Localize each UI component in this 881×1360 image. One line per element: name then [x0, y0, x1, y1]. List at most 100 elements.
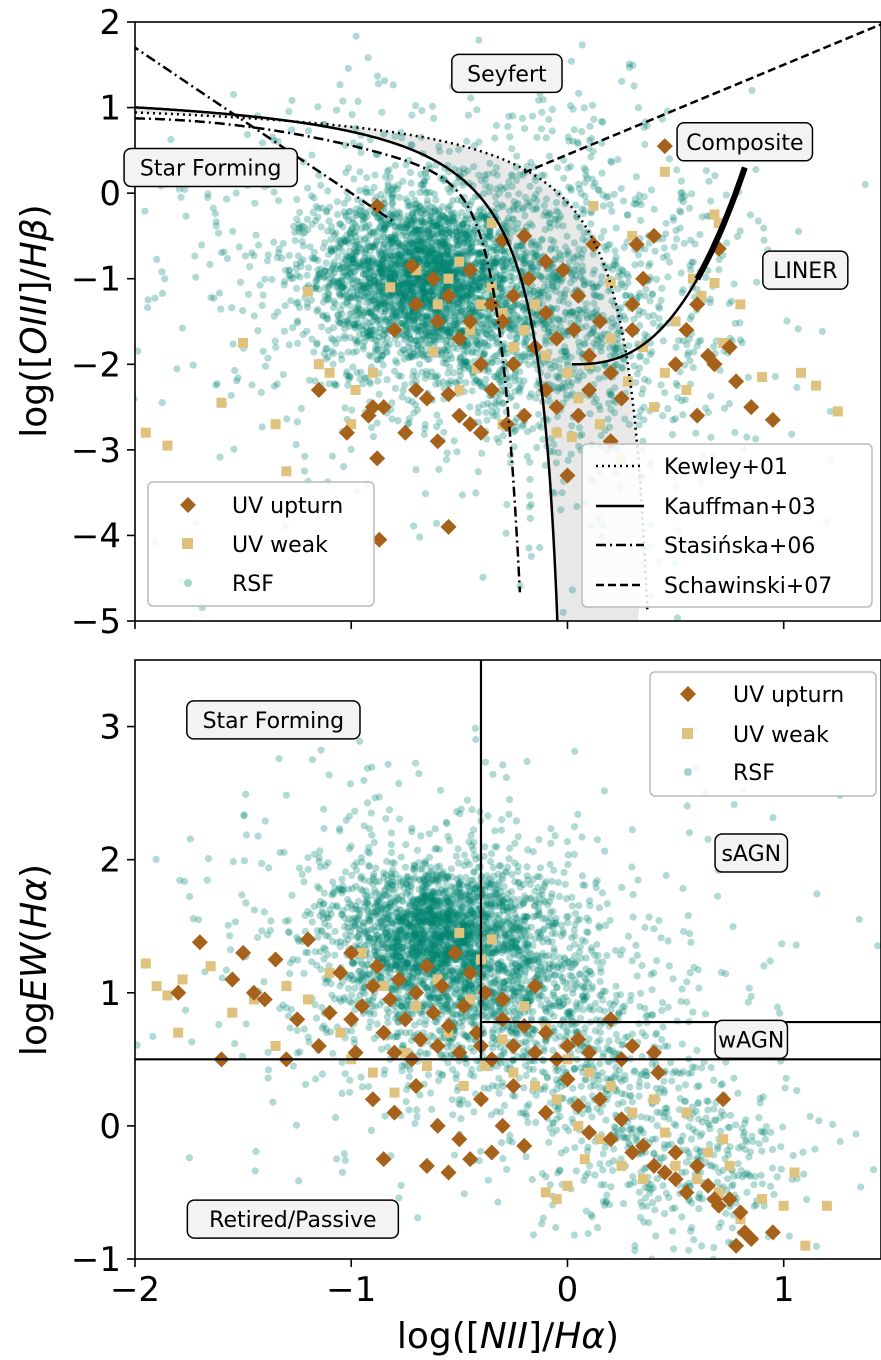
rsf-point: [167, 135, 175, 144]
rsf-point: [356, 375, 364, 383]
rsf-point: [443, 449, 451, 457]
rsf-point: [390, 274, 398, 282]
rsf-point: [322, 295, 330, 304]
uv-weak-point: [281, 466, 292, 477]
rsf-point: [399, 284, 407, 293]
rsf-point: [383, 265, 391, 274]
rsf-point: [432, 196, 440, 204]
rsf-point: [504, 259, 512, 267]
rsf-point: [318, 323, 326, 331]
rsf-point: [535, 410, 543, 418]
rsf-point: [430, 190, 439, 198]
rsf-point: [376, 301, 384, 309]
rsf-point: [560, 290, 569, 298]
rsf-point: [419, 257, 427, 265]
rsf-point: [207, 294, 215, 302]
rsf-point: [379, 299, 387, 308]
rsf-point: [376, 264, 384, 272]
rsf-point: [632, 200, 640, 208]
rsf-point: [307, 192, 316, 200]
rsf-point: [417, 218, 426, 226]
rsf-point: [400, 355, 408, 363]
rsf-point: [304, 184, 312, 192]
rsf-point: [555, 363, 563, 371]
rsf-point: [363, 223, 371, 231]
rsf-point: [364, 239, 372, 247]
rsf-point: [468, 387, 476, 395]
rsf-point: [453, 241, 461, 249]
rsf-point: [479, 258, 487, 267]
rsf-point: [466, 403, 474, 411]
uv-weak-point: [313, 359, 324, 370]
rsf-point: [378, 352, 386, 360]
uv-weak-point: [428, 346, 439, 357]
rsf-point: [381, 341, 389, 349]
rsf-point: [456, 299, 464, 308]
rsf-point: [428, 291, 436, 299]
rsf-point: [452, 266, 461, 274]
rsf-point: [347, 445, 355, 453]
rsf-point: [209, 204, 217, 212]
rsf-point: [246, 263, 254, 271]
uv-upturn-point: [369, 450, 386, 467]
rsf-point: [368, 297, 376, 305]
rsf-point: [647, 186, 656, 194]
rsf-point: [457, 209, 466, 217]
rsf-point: [380, 221, 388, 229]
rsf-point: [401, 321, 409, 329]
rsf-point: [429, 259, 437, 267]
rsf-point: [397, 227, 405, 235]
rsf-point: [443, 247, 451, 255]
rsf-point: [450, 209, 458, 217]
rsf-point: [407, 324, 415, 332]
region-label: Star Forming: [123, 147, 299, 188]
rsf-point: [644, 312, 653, 320]
rsf-point: [637, 216, 645, 224]
rsf-point: [417, 245, 425, 253]
rsf-point: [311, 255, 319, 263]
rsf-point: [348, 258, 356, 266]
rsf-point: [636, 353, 644, 361]
rsf-point: [452, 311, 460, 320]
rsf-point: [386, 264, 394, 272]
rsf-point: [55, 303, 62, 310]
rsf-point: [479, 573, 487, 581]
rsf-point: [388, 186, 396, 194]
rsf-point: [573, 310, 581, 318]
rsf-point: [467, 94, 475, 102]
rsf-point: [479, 257, 487, 265]
rsf-point: [736, 227, 744, 235]
rsf-point: [312, 202, 320, 210]
rsf-point: [472, 489, 480, 497]
rsf-point: [359, 322, 367, 330]
rsf-point: [483, 313, 491, 321]
rsf-point: [417, 232, 425, 240]
rsf-point: [428, 328, 436, 336]
rsf-point: [426, 250, 434, 258]
rsf-point: [453, 309, 461, 317]
rsf-point: [425, 299, 433, 307]
rsf-point: [451, 282, 459, 290]
rsf-point: [349, 348, 357, 357]
rsf-point: [158, 268, 166, 276]
rsf-point: [290, 222, 298, 230]
rsf-point: [425, 331, 433, 340]
rsf-point: [341, 211, 349, 219]
rsf-point: [327, 248, 335, 256]
rsf-point: [366, 247, 374, 255]
rsf-point: [403, 279, 411, 288]
rsf-point: [470, 867, 478, 876]
rsf-point: [402, 222, 411, 230]
rsf-point: [738, 339, 746, 347]
rsf-point: [475, 207, 483, 215]
rsf-point: [424, 241, 432, 249]
rsf-point: [607, 405, 615, 413]
rsf-point: [412, 247, 420, 256]
rsf-point: [495, 369, 503, 377]
rsf-point: [399, 289, 407, 297]
rsf-point: [355, 264, 364, 272]
rsf-point: [386, 273, 394, 282]
rsf-point: [481, 182, 490, 190]
rsf-point: [350, 229, 358, 238]
rsf-point: [451, 218, 459, 227]
